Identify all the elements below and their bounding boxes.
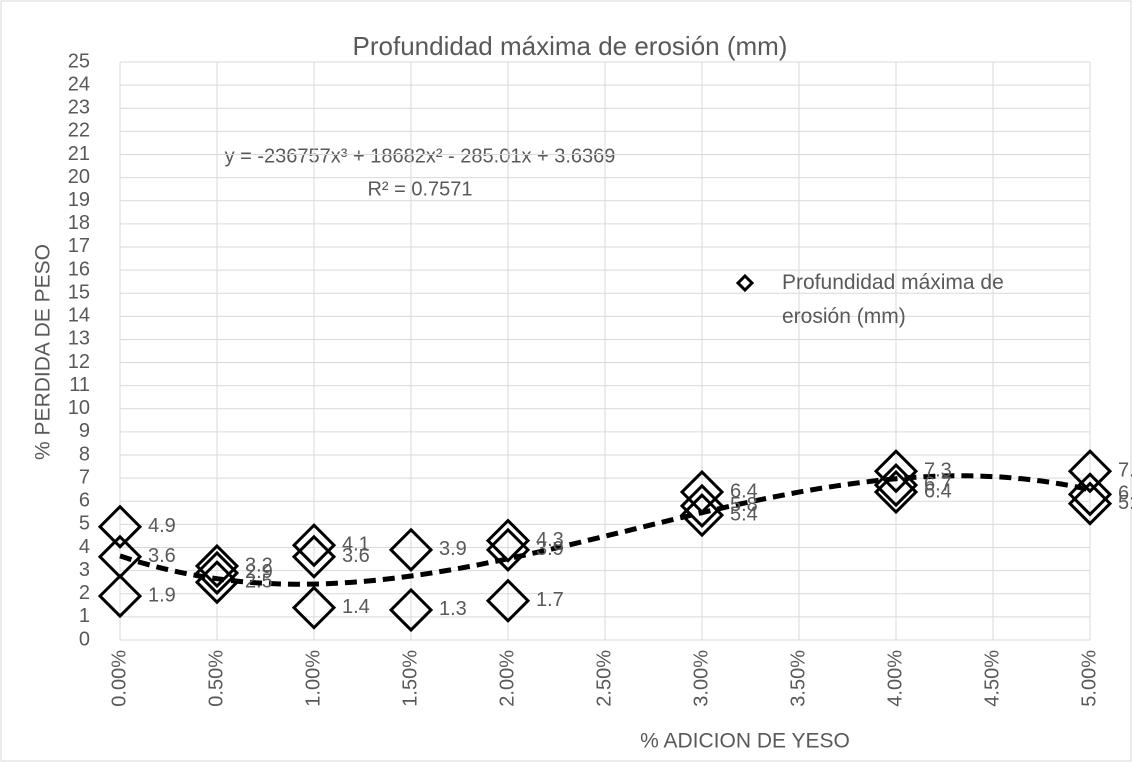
y-tick-label: 16 — [68, 258, 90, 280]
data-point — [873, 462, 919, 508]
data-label: 6.4 — [924, 480, 952, 502]
y-tick-label: 9 — [79, 420, 90, 442]
data-label: 7.3 — [924, 460, 952, 482]
data-label: 2.9 — [245, 561, 273, 583]
x-tick-label: 2.00% — [496, 650, 518, 707]
data-label: 3.9 — [439, 538, 467, 560]
y-tick-label: 23 — [68, 97, 90, 119]
y-tick-label: 6 — [79, 490, 90, 512]
data-label: 3.9 — [536, 538, 564, 560]
data-label: 1.7 — [536, 589, 564, 611]
legend-marker — [735, 273, 755, 293]
data-label: 4.1 — [342, 533, 370, 555]
y-tick-label: 21 — [68, 143, 90, 165]
x-tick-label: 0.50% — [205, 650, 227, 707]
y-tick-label: 8 — [79, 443, 90, 465]
y-tick-label: 12 — [68, 351, 90, 373]
y-axis-title: % PERDIDA DE PESO — [32, 244, 55, 460]
x-axis-title: % ADICION DE YESO — [640, 730, 850, 753]
x-tick-label: 4.00% — [884, 650, 906, 707]
y-tick-label: 0 — [79, 628, 90, 650]
y-tick-label: 22 — [68, 120, 90, 142]
y-tick-label: 4 — [79, 536, 90, 558]
y-tick-label: 20 — [68, 166, 90, 188]
data-point — [194, 560, 240, 605]
y-tick-label: 11 — [69, 374, 90, 396]
y-tick-label: 15 — [68, 281, 90, 303]
data-label: 1.9 — [148, 584, 176, 606]
data-point — [388, 587, 434, 633]
data-point — [485, 527, 531, 572]
y-tick-label: 2 — [79, 582, 90, 604]
data-point — [679, 493, 725, 538]
data-point — [291, 585, 337, 630]
data-label: 5.4 — [730, 503, 758, 525]
data-point — [873, 449, 919, 494]
y-tick-label: 7 — [79, 466, 90, 488]
y-tick-label: 18 — [68, 212, 90, 234]
data-label: 4.3 — [536, 529, 564, 551]
data-label: 5.9 — [1118, 492, 1132, 514]
x-tick-label: 3.50% — [787, 650, 809, 707]
data-label: 1.3 — [439, 598, 467, 620]
trendline-r-squared: R² = 0.7571 — [367, 178, 472, 200]
data-point — [194, 550, 240, 596]
x-tick-label: 3.00% — [690, 650, 712, 707]
x-tick-label: 4.50% — [981, 650, 1003, 707]
data-point — [194, 543, 240, 589]
data-label: 6.3 — [1118, 483, 1132, 505]
data-point — [873, 469, 919, 515]
data-point — [97, 573, 143, 619]
data-label: 6.7 — [924, 473, 952, 495]
data-point — [388, 527, 434, 572]
y-tick-label: 5 — [79, 513, 90, 535]
y-tick-label: 13 — [68, 328, 90, 350]
data-point — [291, 523, 337, 568]
data-point — [1067, 472, 1113, 517]
data-point — [485, 578, 531, 623]
chart-title: Profundidad máxima de erosión (mm) — [353, 31, 788, 61]
x-tick-label: 1.50% — [399, 650, 421, 707]
x-tick-label: 5.00% — [1078, 650, 1100, 707]
x-tick-label: 0.00% — [108, 650, 130, 707]
data-point — [679, 483, 725, 529]
y-tick-label: 24 — [68, 73, 90, 95]
y-tick-label: 25 — [68, 50, 90, 72]
y-tick-label: 14 — [68, 305, 90, 327]
data-label: 5.8 — [730, 494, 758, 516]
data-point — [1067, 481, 1113, 526]
data-label: 3.6 — [148, 545, 176, 567]
data-point — [291, 534, 337, 579]
data-point — [1067, 449, 1113, 494]
y-tick-label: 1 — [79, 605, 90, 627]
data-label: 2.5 — [245, 570, 273, 592]
y-tick-label: 10 — [68, 397, 90, 419]
data-point — [485, 518, 531, 563]
data-label: 3.6 — [342, 545, 370, 567]
data-point — [97, 504, 143, 549]
data-label: 4.9 — [148, 515, 176, 537]
data-label: 6.4 — [730, 480, 758, 502]
trendline-equation: y = -236757x³ + 18682x² - 285.01x + 3.63… — [225, 145, 616, 167]
y-tick-label: 19 — [68, 189, 90, 211]
x-tick-label: 1.00% — [302, 650, 324, 707]
data-label: 7.3 — [1118, 460, 1132, 482]
x-tick-label: 2.50% — [593, 650, 615, 707]
y-tick-label: 17 — [68, 235, 90, 257]
y-tick-label: 3 — [79, 559, 90, 581]
data-point — [679, 469, 725, 515]
legend-label: Profundidad máxima de erosión (mm) — [782, 271, 1004, 328]
trendline — [119, 473, 1091, 587]
data-label: 1.4 — [342, 596, 370, 618]
data-label: 3.2 — [245, 554, 273, 576]
